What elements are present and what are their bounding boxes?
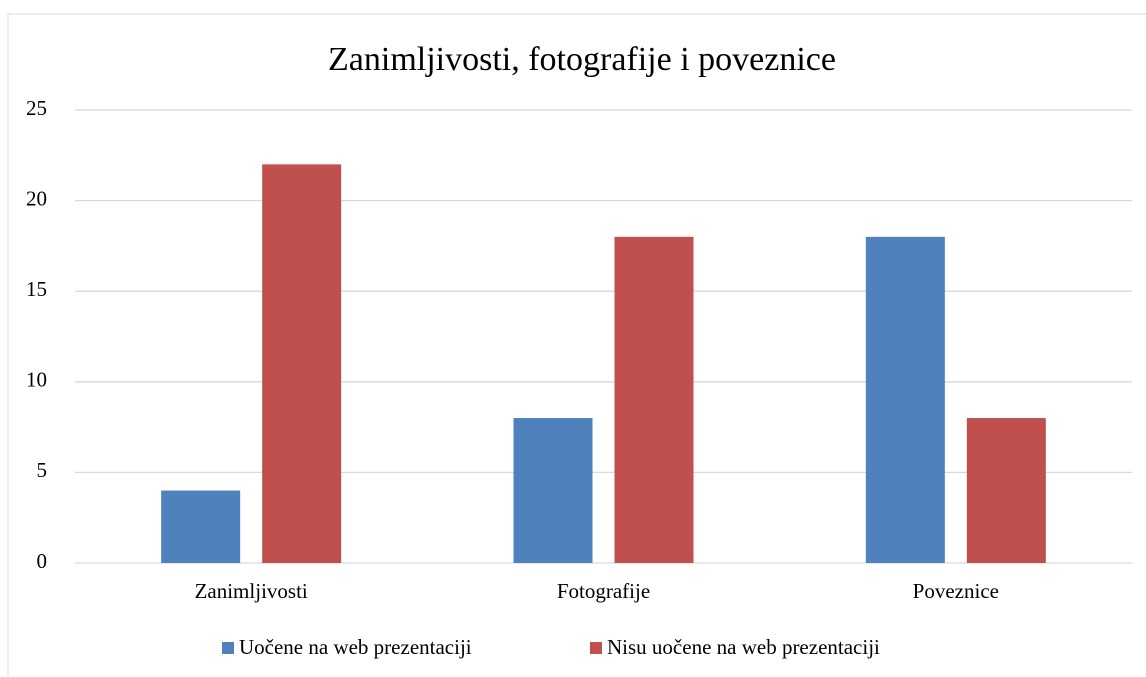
y-tick-label: 15 (26, 277, 47, 301)
y-tick-label: 25 (26, 96, 47, 120)
y-tick-label: 0 (37, 549, 48, 573)
bar (614, 236, 694, 563)
legend-label: Uočene na web prezentaciji (239, 635, 472, 659)
x-tick-label: Poveznice (913, 579, 999, 603)
legend-label: Nisu uočene na web prezentaciji (607, 635, 880, 659)
bar (161, 490, 241, 563)
legend-swatch (590, 642, 602, 654)
chart-border (7, 13, 1146, 677)
y-tick-label: 20 (26, 186, 47, 210)
y-tick-label: 5 (37, 458, 48, 482)
legend-swatch (222, 642, 234, 654)
bar (966, 418, 1046, 563)
bar (865, 236, 945, 563)
x-tick-label: Zanimljivosti (195, 579, 308, 603)
bar (513, 418, 593, 563)
bar (262, 164, 342, 564)
chart-title: Zanimljivosti, fotografije i poveznice (328, 41, 836, 78)
y-tick-label: 10 (26, 368, 47, 392)
x-tick-label: Fotografije (557, 579, 650, 603)
